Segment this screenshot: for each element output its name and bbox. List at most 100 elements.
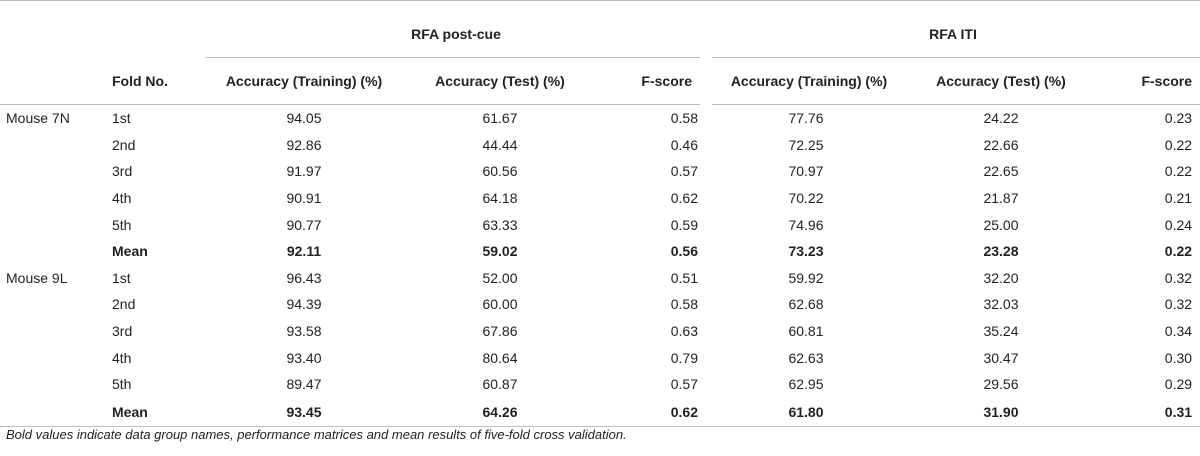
cell-iti-train: 70.22 — [788, 190, 824, 207]
column-header-pc-test: Accuracy (Test) (%) — [402, 57, 598, 105]
group-name: Mouse 7N — [6, 110, 70, 127]
cell-pc-test: 60.56 — [482, 163, 518, 180]
cell-iti-fscore: 0.21 — [1164, 190, 1193, 207]
cell-fold: 3rd — [112, 323, 133, 340]
cell-pc-train: 93.58 — [286, 323, 322, 340]
cell-pc-fscore: 0.62 — [670, 190, 698, 207]
empty-cell — [0, 318, 106, 345]
cell-pc-train: 90.91 — [286, 190, 322, 207]
cell-pc-fscore: 0.57 — [670, 376, 698, 393]
cell-pc-train: 96.43 — [286, 269, 322, 286]
cell-pc-test: 44.44 — [482, 136, 518, 153]
cell-iti-fscore: 0.32 — [1164, 269, 1193, 286]
cell-pc-test: 59.02 — [482, 243, 518, 260]
cell-iti-fscore: 0.22 — [1164, 163, 1193, 180]
cell-pc-test: 61.67 — [482, 110, 518, 127]
cell-iti-train: 62.95 — [788, 376, 824, 393]
column-header-iti-fscore: F-score — [1096, 57, 1200, 105]
table-header: RFA post-cue RFA ITI Fold No. Accuracy (… — [0, 0, 1200, 105]
cell-iti-train: 59.92 — [788, 269, 824, 286]
cell-iti-train: 62.68 — [788, 296, 824, 313]
table-row: Mean 92.11 59.02 0.56 73.23 23.28 0.22 — [0, 238, 1200, 265]
cell-iti-train: 61.80 — [706, 397, 906, 427]
cell-iti-test: 21.87 — [983, 190, 1019, 207]
cell-pc-train: 90.77 — [286, 216, 322, 233]
cell-pc-test: 60.87 — [482, 376, 518, 393]
cell-fold: 2nd — [112, 296, 136, 313]
column-header-row: Fold No. Accuracy (Training) (%) Accurac… — [0, 57, 1200, 105]
cell-iti-test: 32.03 — [983, 296, 1019, 313]
group-header-iti: RFA ITI — [706, 0, 1200, 58]
cell-iti-fscore: 0.22 — [1164, 243, 1193, 260]
table-row: Mouse 9L 1st 96.43 52.00 0.51 59.92 32.20 0.32 — [0, 265, 1200, 292]
cell-iti-test: 23.28 — [983, 243, 1019, 260]
cell-iti-test: 31.90 — [906, 397, 1096, 427]
results-table: RFA post-cue RFA ITI Fold No. Accuracy (… — [0, 0, 1200, 427]
cell-fold: Mean — [106, 397, 206, 427]
cell-iti-train: 60.81 — [788, 323, 824, 340]
cell-pc-train: 93.40 — [286, 349, 322, 366]
group-name: Mouse 9L — [6, 269, 68, 286]
cell-fold: 4th — [112, 190, 132, 207]
cell-iti-test: 30.47 — [983, 349, 1019, 366]
empty-cell — [0, 397, 106, 427]
cell-iti-test: 22.66 — [983, 136, 1019, 153]
table-footnote: Bold values indicate data group names, p… — [6, 427, 627, 442]
table-row: 4th 93.40 80.64 0.79 62.63 30.47 0.30 — [0, 344, 1200, 371]
cell-iti-fscore: 0.23 — [1164, 110, 1193, 127]
cell-fold: 1st — [112, 110, 131, 127]
cell-pc-train: 92.11 — [286, 243, 322, 260]
cell-pc-test: 64.26 — [402, 397, 598, 427]
cell-iti-train: 74.96 — [788, 216, 824, 233]
empty-cell — [0, 371, 106, 398]
cell-pc-train: 89.47 — [286, 376, 322, 393]
cell-iti-fscore: 0.22 — [1164, 136, 1193, 153]
cell-pc-test: 67.86 — [482, 323, 518, 340]
table-row: 5th 90.77 63.33 0.59 74.96 25.00 0.24 — [0, 211, 1200, 238]
empty-cell — [0, 158, 106, 185]
cell-fold: 5th — [112, 376, 132, 393]
empty-cell — [0, 344, 106, 371]
column-header-pc-train: Accuracy (Training) (%) — [206, 57, 402, 105]
empty-cell — [0, 132, 106, 159]
cell-pc-train: 93.45 — [206, 397, 402, 427]
cell-pc-fscore: 0.58 — [670, 296, 698, 313]
table-row: Mean 93.45 64.26 0.62 61.80 31.90 0.31 — [0, 397, 1200, 427]
cell-iti-fscore: 0.34 — [1164, 323, 1193, 340]
cell-iti-test: 35.24 — [983, 323, 1019, 340]
table-row: 4th 90.91 64.18 0.62 70.22 21.87 0.21 — [0, 185, 1200, 212]
cell-iti-train: 70.97 — [788, 163, 824, 180]
empty-cell — [0, 185, 106, 212]
table-row: 2nd 94.39 60.00 0.58 62.68 32.03 0.32 — [0, 291, 1200, 318]
cell-iti-train: 62.63 — [788, 349, 824, 366]
cell-pc-test: 80.64 — [482, 349, 518, 366]
cell-iti-train: 77.76 — [788, 110, 824, 127]
group-header-post-cue: RFA post-cue — [206, 0, 706, 58]
empty-cell — [0, 291, 106, 318]
cell-iti-test: 32.20 — [983, 269, 1019, 286]
cell-fold: 3rd — [112, 163, 133, 180]
table-row: 3rd 91.97 60.56 0.57 70.97 22.65 0.22 — [0, 158, 1200, 185]
cell-fold: Mean — [112, 243, 148, 260]
cell-iti-fscore: 0.29 — [1164, 376, 1193, 393]
cell-pc-fscore: 0.51 — [670, 269, 698, 286]
table-row: 3rd 93.58 67.86 0.63 60.81 35.24 0.34 — [0, 318, 1200, 345]
group-header-row: RFA post-cue RFA ITI — [0, 0, 1200, 58]
cell-pc-test: 63.33 — [482, 216, 518, 233]
cell-iti-fscore: 0.30 — [1164, 349, 1193, 366]
cell-iti-fscore: 0.32 — [1164, 296, 1193, 313]
cell-pc-fscore: 0.62 — [598, 397, 706, 427]
cell-fold: 5th — [112, 216, 132, 233]
cell-iti-test: 25.00 — [983, 216, 1019, 233]
cell-fold: 1st — [112, 269, 131, 286]
empty-cell — [0, 238, 106, 265]
cell-iti-test: 22.65 — [983, 163, 1019, 180]
cell-iti-fscore: 0.31 — [1096, 397, 1200, 427]
table-body: Mouse 7N 1st 94.05 61.67 0.58 77.76 24.22 0.23 2… — [0, 105, 1200, 427]
cell-pc-fscore: 0.59 — [670, 216, 698, 233]
column-header-fold: Fold No. — [106, 57, 206, 105]
cell-pc-fscore: 0.56 — [670, 243, 698, 260]
cell-pc-fscore: 0.63 — [670, 323, 698, 340]
cell-iti-fscore: 0.24 — [1164, 216, 1193, 233]
cell-pc-fscore: 0.79 — [670, 349, 698, 366]
